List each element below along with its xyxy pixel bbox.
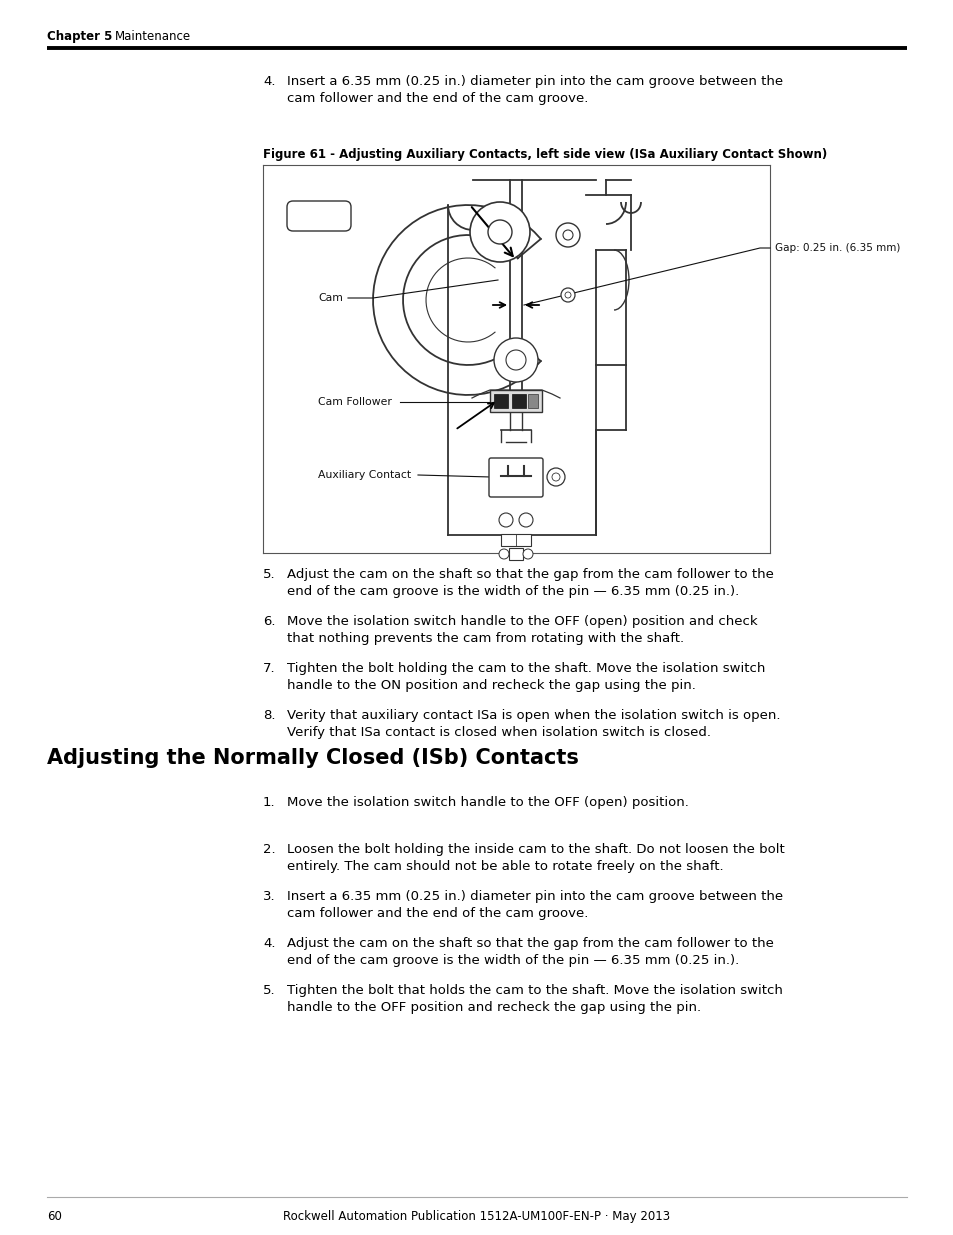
Text: Adjust the cam on the shaft so that the gap from the cam follower to the
end of : Adjust the cam on the shaft so that the …	[287, 937, 773, 967]
Text: 8.: 8.	[263, 709, 275, 722]
Text: 7.: 7.	[263, 662, 275, 676]
Circle shape	[562, 230, 573, 240]
FancyBboxPatch shape	[287, 201, 351, 231]
Circle shape	[498, 513, 513, 527]
Text: Cam: Cam	[317, 293, 342, 303]
Text: Cam Follower: Cam Follower	[317, 396, 392, 408]
Text: 5.: 5.	[263, 568, 275, 580]
Text: Move the isolation switch handle to the OFF (open) position.: Move the isolation switch handle to the …	[287, 797, 688, 809]
Text: Adjusting the Normally Closed (ISb) Contacts: Adjusting the Normally Closed (ISb) Cont…	[47, 748, 578, 768]
Text: 4.: 4.	[263, 75, 275, 88]
Bar	[490, 390, 541, 412]
Bar	[494, 394, 507, 408]
Circle shape	[488, 220, 512, 245]
Circle shape	[560, 288, 575, 303]
Text: Tighten the bolt holding the cam to the shaft. Move the isolation switch
handle : Tighten the bolt holding the cam to the …	[287, 662, 764, 692]
Circle shape	[564, 291, 571, 298]
Text: Figure 61 - Adjusting Auxiliary Contacts, left side view (ISa Auxiliary Contact : Figure 61 - Adjusting Auxiliary Contacts…	[263, 148, 826, 161]
Text: 4.: 4.	[263, 937, 275, 950]
Text: 6.: 6.	[263, 615, 275, 629]
Text: Auxiliary Contact: Auxiliary Contact	[317, 471, 411, 480]
Text: 60: 60	[47, 1210, 62, 1223]
Circle shape	[498, 550, 509, 559]
Text: Verity that auxiliary contact ISa is open when the isolation switch is open.
Ver: Verity that auxiliary contact ISa is ope…	[287, 709, 780, 739]
Text: Gap: 0.25 in. (6.35 mm): Gap: 0.25 in. (6.35 mm)	[774, 243, 900, 253]
Text: 1.: 1.	[263, 797, 275, 809]
Bar	[509, 548, 522, 559]
Circle shape	[470, 203, 530, 262]
Text: Adjust the cam on the shaft so that the gap from the cam follower to the
end of : Adjust the cam on the shaft so that the …	[287, 568, 773, 598]
Text: 5.: 5.	[263, 984, 275, 997]
Text: Loosen the bolt holding the inside cam to the shaft. Do not loosen the bolt
enti: Loosen the bolt holding the inside cam t…	[287, 844, 784, 873]
Text: 2.: 2.	[263, 844, 275, 856]
Circle shape	[518, 513, 533, 527]
Text: Chapter 5: Chapter 5	[47, 30, 112, 43]
Circle shape	[556, 224, 579, 247]
Circle shape	[505, 350, 525, 370]
Bar	[512, 394, 525, 408]
Text: Insert a 6.35 mm (0.25 in.) diameter pin into the cam groove between the
cam fol: Insert a 6.35 mm (0.25 in.) diameter pin…	[287, 75, 782, 105]
Bar	[500, 534, 531, 546]
Circle shape	[546, 468, 564, 487]
Text: 3.: 3.	[263, 890, 275, 903]
Circle shape	[494, 338, 537, 382]
Circle shape	[552, 473, 559, 480]
Text: Rockwell Automation Publication 1512A-UM100F-EN-P · May 2013: Rockwell Automation Publication 1512A-UM…	[283, 1210, 670, 1223]
Bar	[527, 394, 537, 408]
Circle shape	[522, 550, 533, 559]
Text: Insert a 6.35 mm (0.25 in.) diameter pin into the cam groove between the
cam fol: Insert a 6.35 mm (0.25 in.) diameter pin…	[287, 890, 782, 920]
Text: Move the isolation switch handle to the OFF (open) position and check
that nothi: Move the isolation switch handle to the …	[287, 615, 757, 645]
Text: Maintenance: Maintenance	[115, 30, 191, 43]
Text: Tighten the bolt that holds the cam to the shaft. Move the isolation switch
hand: Tighten the bolt that holds the cam to t…	[287, 984, 782, 1014]
FancyBboxPatch shape	[489, 458, 542, 496]
